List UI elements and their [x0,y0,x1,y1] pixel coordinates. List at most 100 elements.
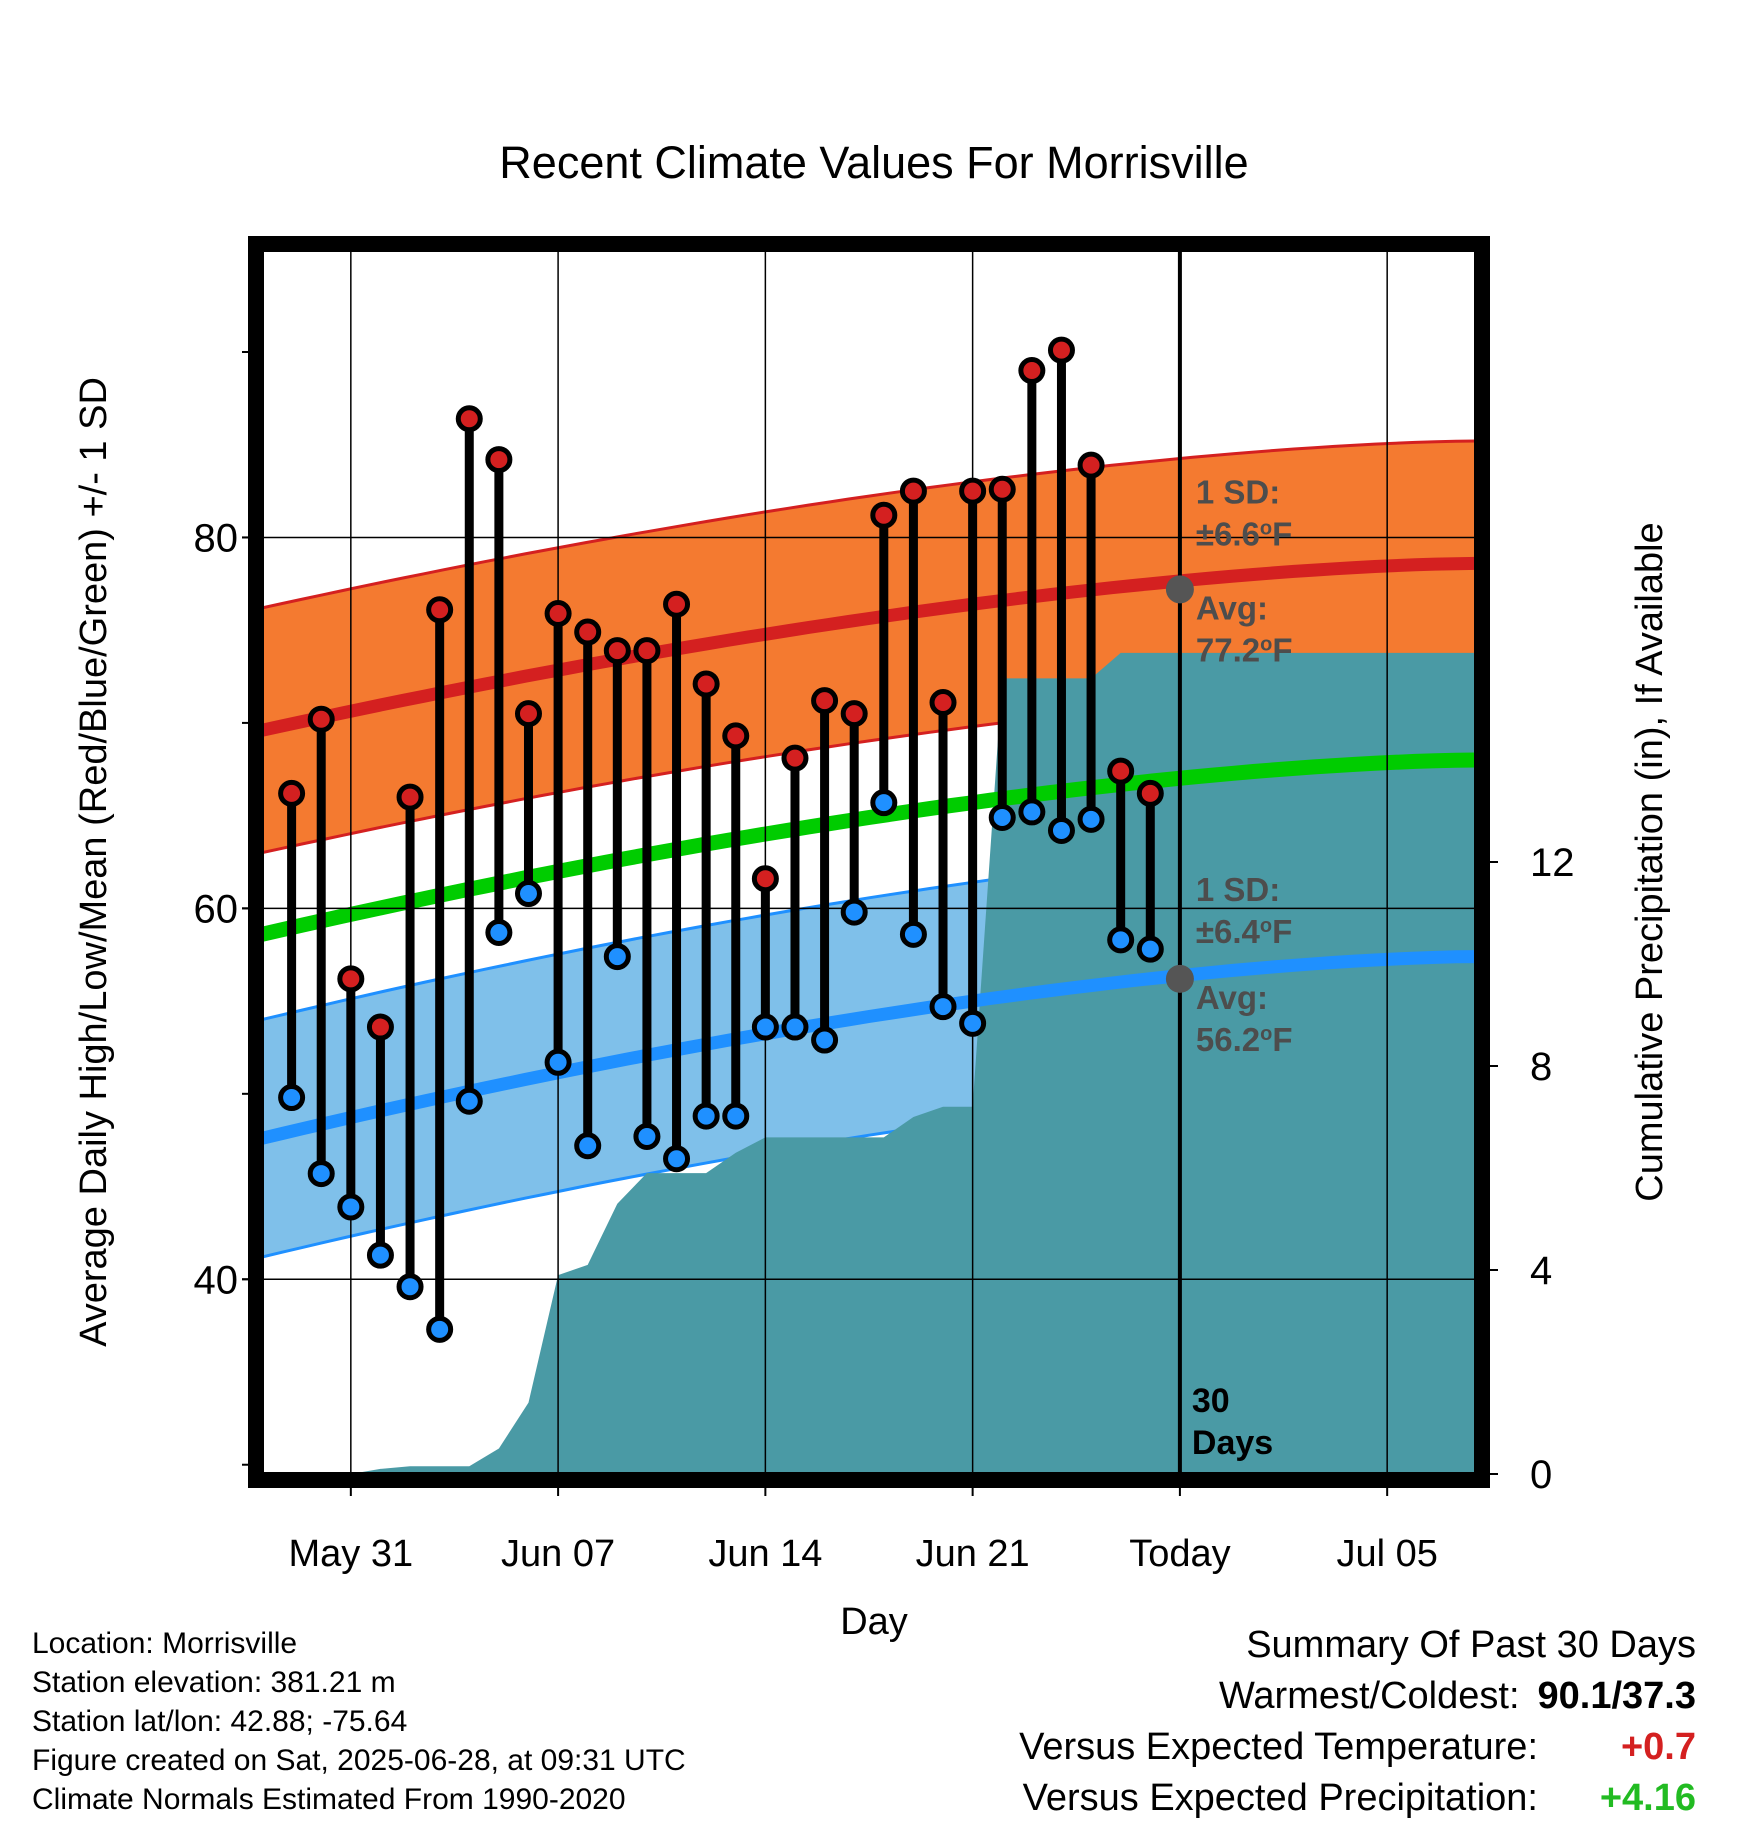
daily-high-point [426,596,454,624]
daily-low-point [514,880,542,908]
temp-anomaly-row: Versus Expected Temperature: +0.7 [1019,1722,1696,1773]
high-sd-value: ±6.6oF [1196,515,1292,552]
y-tick-label: 60 [194,887,239,931]
y-tick-label: 40 [194,1258,239,1302]
daily-high-point [870,501,898,529]
precip-anomaly-value: +4.16 [1599,1777,1696,1819]
elevation-text: Station elevation: 381.21 m [32,1666,396,1699]
daily-low-point [633,1122,661,1150]
warmest-coldest-row: Warmest/Coldest: 90.1/37.3 [1019,1671,1696,1722]
daily-low-point [278,1084,306,1112]
daily-low-point [692,1102,720,1130]
y-tick-label: 80 [194,516,239,560]
daily-low-point [751,1013,779,1041]
daily-high-point [1107,757,1135,785]
daily-high-point [337,965,365,993]
precip-anomaly-label: Versus Expected Precipitation: [1022,1777,1538,1819]
daily-high-point [514,700,542,728]
daily-high-point [1047,336,1075,364]
daily-high-point [485,446,513,474]
temp-anomaly-label: Versus Expected Temperature: [1019,1726,1538,1768]
daily-low-point [1136,935,1164,963]
station-info: Location: Morrisville Station elevation:… [32,1624,686,1819]
low-sd-label: 1 SD: [1196,871,1280,908]
high-avg-value: 77.2oF [1196,631,1293,668]
x-axis-label: Day [840,1601,908,1643]
daily-high-point [633,637,661,665]
x-tick-label: Jun 07 [501,1533,615,1575]
y-axis-label: Average Daily High/Low/Mean (Red/Blue/Gr… [73,377,115,1347]
today-days-label: 30 Days [1192,1382,1273,1462]
daily-low-point [307,1160,335,1188]
created-text: Figure created on Sat, 2025-06-28, at 09… [32,1744,686,1777]
x-tick-label: Jul 05 [1336,1533,1437,1575]
daily-high-point [366,1013,394,1041]
daily-high-point [278,779,306,807]
normal-high-sd-band [262,441,1476,853]
location-text: Location: Morrisville [32,1627,298,1660]
daily-high-point [988,475,1016,503]
low-avg-value: 56.2oF [1196,1021,1293,1058]
normal-high-today-marker [1165,575,1194,604]
daily-low-point [840,898,868,926]
daily-high-point [574,618,602,646]
x-tick-label: Jun 14 [708,1533,822,1575]
daily-high-point [1136,779,1164,807]
daily-low-point [722,1102,750,1130]
daily-high-point [929,689,957,717]
daily-high-point [307,705,335,733]
warmest-coldest-value: 90.1/37.3 [1537,1675,1696,1717]
daily-low-point [1077,805,1105,833]
daily-low-point [663,1145,691,1173]
daily-high-point [1077,451,1105,479]
daily-high-point [840,700,868,728]
daily-high-point [544,599,572,627]
daily-low-point [929,993,957,1021]
daily-low-point [899,920,927,948]
daily-low-point [1047,816,1075,844]
daily-high-point [663,590,691,618]
normal-high-mean-line [262,556,1476,737]
daily-high-point [455,405,483,433]
plot-content: 1 SD: ±6.6oF Avg: 77.2oF 1 SD: ±6.4oF Avg: 56.2… [262,250,1476,1474]
warmest-coldest-label: Warmest/Coldest: [1218,1675,1520,1717]
normals-text: Climate Normals Estimated From 1990-2020 [32,1783,626,1816]
high-avg-label: Avg: [1196,589,1268,626]
normal-mean-line [262,752,1476,942]
daily-low-point [426,1315,454,1343]
daily-high-point [722,722,750,750]
daily-low-point [988,803,1016,831]
daily-high-point [959,477,987,505]
temp-anomaly-value: +0.7 [1620,1726,1696,1768]
daily-low-point [870,789,898,817]
daily-low-point [959,1009,987,1037]
summary-title: Summary Of Past 30 Days [1246,1624,1696,1666]
cumulative-precip-area [262,652,1476,1474]
y2-tick-label: 4 [1530,1249,1552,1293]
y2-tick-label: 8 [1530,1045,1552,1089]
daily-high-point [1018,357,1046,385]
daily-high-point [751,865,779,893]
summary-panel: Summary Of Past 30 Days Warmest/Coldest:… [1019,1620,1696,1824]
daily-low-point [396,1273,424,1301]
high-sd-label: 1 SD: [1196,473,1280,510]
normal-low-today-marker [1165,964,1194,993]
daily-high-point [692,670,720,698]
daily-low-point [544,1048,572,1076]
chart-title: Recent Climate Values For Morrisville [499,137,1248,188]
daily-high-point [899,477,927,505]
x-tick-label: Jun 21 [916,1533,1030,1575]
x-tick-label: May 31 [289,1533,414,1575]
daily-low-point [781,1013,809,1041]
daily-low-point [811,1026,839,1054]
daily-high-point [811,687,839,715]
precip-anomaly-row: Versus Expected Precipitation: +4.16 [1019,1773,1696,1824]
plot-area: 1 SD: ±6.6oF Avg: 77.2oF 1 SD: ±6.4oF Avg: 56.2… [194,236,1575,1575]
daily-high-point [396,783,424,811]
daily-low-point [1107,926,1135,954]
y2-axis-label: Cumulative Precipitation (in), If Availa… [1629,522,1671,1201]
y2-tick-label: 0 [1530,1453,1552,1497]
y2-tick-label: 12 [1530,841,1575,885]
low-sd-value: ±6.4oF [1196,913,1292,950]
